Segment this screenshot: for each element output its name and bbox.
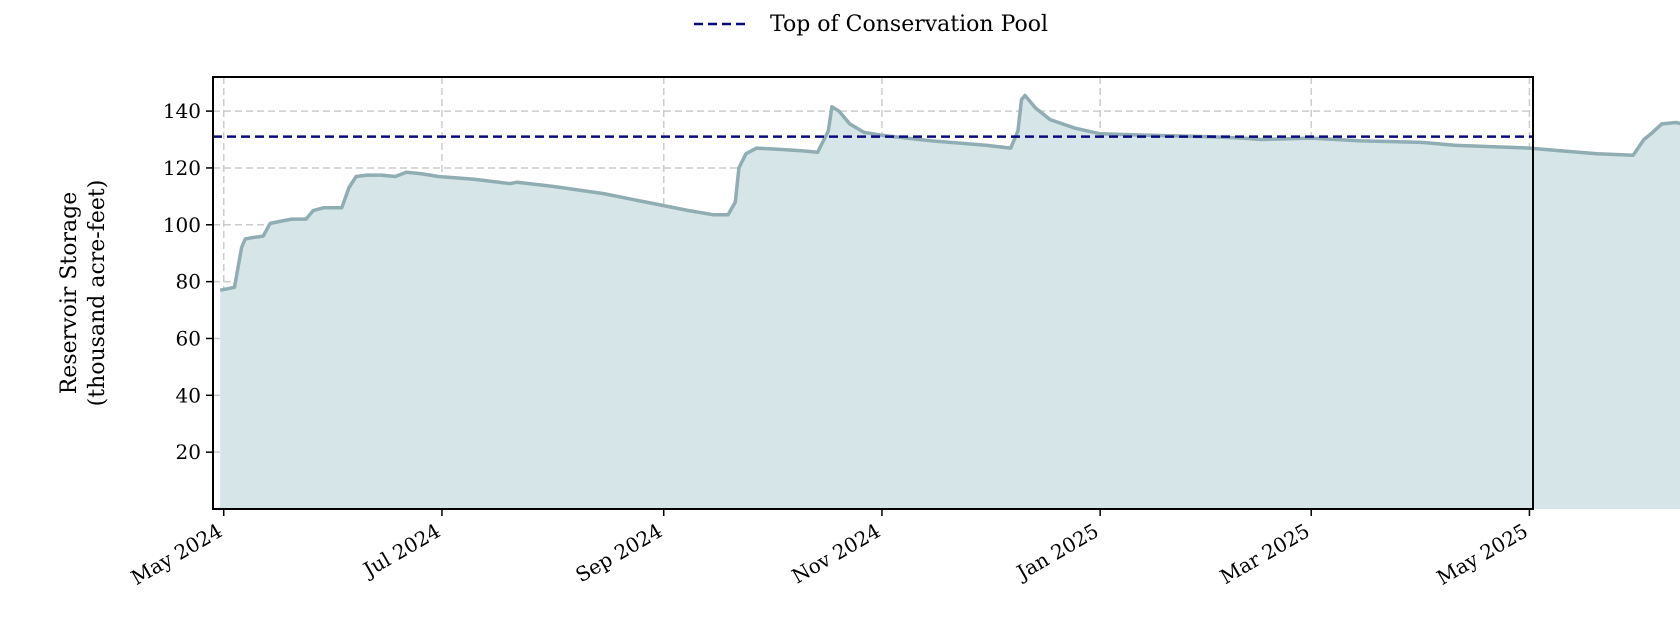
x-tick-label: Mar 2025 [1216, 519, 1314, 589]
y-tick-label: 40 [176, 383, 201, 407]
legend-label-conservation-pool: Top of Conservation Pool [770, 12, 1048, 37]
x-tick-label: Jul 2024 [357, 519, 444, 583]
y-tick-label: 100 [163, 213, 201, 237]
y-axis-ticks: 20 40 60 80 100 120 140 [163, 99, 213, 464]
x-tick-label: May 2025 [1432, 519, 1531, 590]
plot-frame [212, 76, 1534, 510]
y-axis-title: Reservoir Storage (thousand acre-feet) [57, 180, 110, 407]
y-tick-label: 80 [176, 270, 201, 294]
y-axis-title-line1: Reservoir Storage [57, 192, 82, 395]
y-tick-label: 120 [163, 156, 201, 180]
legend: Top of Conservation Pool [694, 12, 1048, 37]
y-tick-label: 60 [176, 326, 201, 350]
y-tick-label: 140 [163, 99, 201, 123]
x-tick-label: Jan 2025 [1011, 519, 1103, 586]
x-tick-label: Nov 2024 [787, 519, 884, 589]
x-axis-ticks: May 2024 Jul 2024 Sep 2024 Nov 2024 Jan 2025… [127, 509, 1532, 590]
y-axis-title-line2: (thousand acre-feet) [85, 180, 110, 407]
x-tick-label: Sep 2024 [571, 519, 666, 588]
x-tick-label: May 2024 [127, 519, 226, 590]
storage-area-series [219, 93, 1680, 509]
storage-area-fill [220, 95, 1680, 509]
y-tick-label: 20 [176, 440, 201, 464]
storage-line [219, 93, 1680, 292]
